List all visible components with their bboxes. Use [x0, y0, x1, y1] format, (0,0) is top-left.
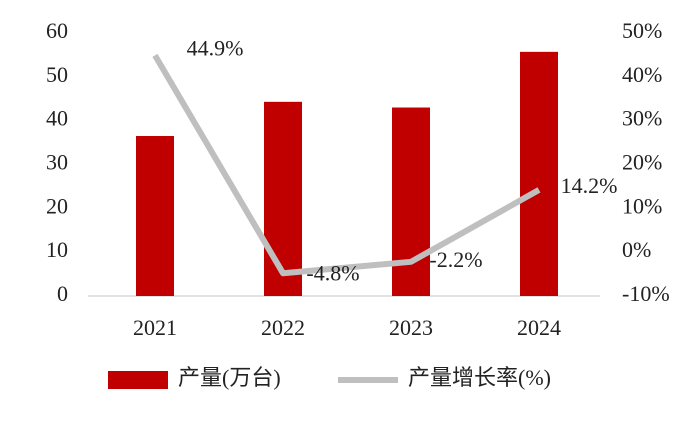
y2-tick-label: 30%: [622, 106, 662, 131]
y-tick-label: 50: [46, 62, 68, 87]
y-tick-label: 40: [46, 106, 68, 131]
y2-tick-label: 50%: [622, 18, 662, 43]
legend-label: 产量增长率(%): [408, 365, 551, 390]
y2-tick-label: 40%: [622, 62, 662, 87]
legend-swatch: [108, 371, 168, 389]
legend-label: 产量(万台): [178, 365, 281, 390]
data-label: 44.9%: [187, 35, 244, 60]
y-tick-label: 10: [46, 237, 68, 262]
data-label: 14.2%: [561, 173, 618, 198]
y2-tick-label: 0%: [622, 237, 651, 262]
y-tick-label: 20: [46, 193, 68, 218]
x-tick-label: 2021: [133, 315, 177, 340]
y2-tick-label: -10%: [622, 281, 670, 306]
x-tick-label: 2023: [389, 315, 433, 340]
bar: [520, 51, 558, 297]
bar: [264, 101, 302, 297]
legend: 产量(万台) 产量增长率(%): [108, 365, 551, 390]
data-label: -4.8%: [306, 260, 359, 285]
bar: [392, 107, 430, 297]
y2-tick-label: 10%: [622, 193, 662, 218]
y2-tick-label: 20%: [622, 150, 662, 175]
y-tick-label: 30: [46, 150, 68, 175]
y-tick-label: 0: [57, 281, 68, 306]
bar: [136, 136, 174, 296]
line: [152, 53, 541, 277]
data-label: -2.2%: [429, 247, 482, 272]
x-tick-label: 2024: [517, 315, 561, 340]
x-tick-label: 2022: [261, 315, 305, 340]
y-tick-label: 60: [46, 18, 68, 43]
